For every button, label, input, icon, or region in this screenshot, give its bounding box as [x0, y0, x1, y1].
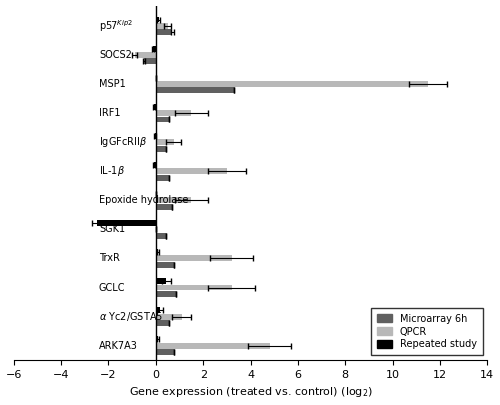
Bar [154, 162, 156, 168]
Bar [156, 29, 172, 35]
Bar [156, 336, 158, 342]
Text: IL-1$\beta$: IL-1$\beta$ [99, 164, 125, 178]
Bar [156, 291, 176, 297]
Bar [156, 117, 169, 122]
Bar [156, 81, 428, 87]
Bar [156, 349, 174, 355]
Bar [155, 133, 156, 139]
Text: p57$^{Kip2}$: p57$^{Kip2}$ [99, 18, 133, 34]
Text: IRF1: IRF1 [99, 108, 120, 118]
Text: SOCS2: SOCS2 [99, 50, 132, 60]
Bar [156, 146, 166, 151]
Bar [156, 285, 232, 290]
Text: $\alpha$ Yc2/GSTA5: $\alpha$ Yc2/GSTA5 [99, 310, 163, 323]
Bar [156, 313, 182, 320]
X-axis label: Gene expression (treated vs. control) (log$_2$): Gene expression (treated vs. control) (l… [128, 386, 372, 399]
Bar [156, 168, 227, 174]
Bar [156, 249, 158, 255]
Text: TrxR: TrxR [99, 254, 120, 263]
Bar [156, 23, 168, 29]
Bar [156, 175, 169, 181]
Bar [156, 17, 158, 22]
Bar [156, 197, 192, 203]
Bar [156, 343, 270, 349]
Bar [156, 233, 166, 239]
Bar [134, 52, 156, 58]
Text: Epoxide hydrolase: Epoxide hydrolase [99, 195, 188, 205]
Text: ARK7A3: ARK7A3 [99, 341, 138, 351]
Bar [156, 307, 160, 313]
Bar [156, 139, 174, 145]
Text: GCLC: GCLC [99, 283, 126, 292]
Bar [156, 204, 172, 210]
Bar [153, 46, 156, 51]
Text: MSP1: MSP1 [99, 79, 126, 89]
Bar [156, 262, 174, 268]
Text: SGK1: SGK1 [99, 224, 125, 234]
Bar [154, 104, 156, 110]
Bar [156, 278, 166, 284]
Bar [156, 320, 169, 326]
Text: IgGFcRII$\beta$: IgGFcRII$\beta$ [99, 135, 147, 149]
Bar [156, 87, 234, 94]
Legend: Microarray 6h, QPCR, Repeated study: Microarray 6h, QPCR, Repeated study [372, 308, 482, 355]
Bar [96, 220, 156, 226]
Bar [156, 256, 232, 261]
Bar [156, 110, 192, 116]
Bar [144, 58, 156, 64]
